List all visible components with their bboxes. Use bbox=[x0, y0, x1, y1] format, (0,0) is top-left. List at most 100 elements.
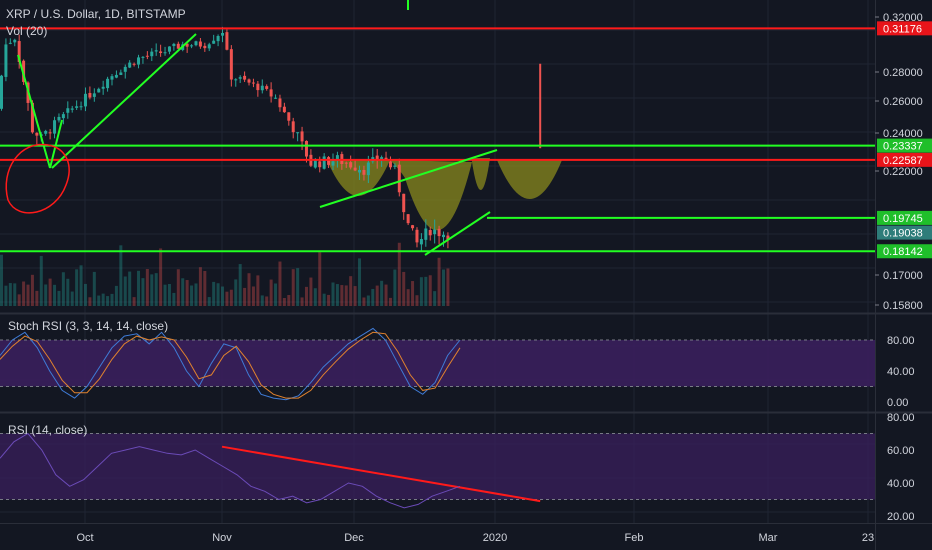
candle-body[interactable] bbox=[44, 130, 48, 134]
candle-body[interactable] bbox=[247, 79, 251, 83]
candle-body[interactable] bbox=[335, 155, 339, 161]
candle-body[interactable] bbox=[287, 112, 291, 121]
candle-body[interactable] bbox=[207, 44, 211, 49]
candle-body[interactable] bbox=[366, 162, 370, 176]
candle-body[interactable] bbox=[57, 116, 61, 121]
candle-body[interactable] bbox=[300, 131, 304, 142]
candle-body[interactable] bbox=[393, 165, 397, 167]
candle-body[interactable] bbox=[446, 235, 450, 240]
candle-body[interactable] bbox=[198, 41, 202, 47]
price-label-box[interactable] bbox=[877, 152, 932, 167]
candle-body[interactable] bbox=[13, 39, 17, 43]
candle-body[interactable] bbox=[243, 75, 247, 80]
candle-body[interactable] bbox=[265, 86, 269, 89]
candle-body[interactable] bbox=[141, 56, 145, 58]
price-label-box[interactable] bbox=[877, 225, 932, 240]
trend-line[interactable] bbox=[17, 54, 51, 169]
price-axis[interactable]: 0.31176 0.23337 0.22587 0.19745 0.19038 0.181… bbox=[875, 12, 932, 523]
candle-body[interactable] bbox=[411, 225, 415, 229]
trend-line[interactable] bbox=[319, 149, 498, 208]
candle-body[interactable] bbox=[384, 157, 388, 160]
candle-body[interactable] bbox=[132, 63, 136, 65]
candle-body[interactable] bbox=[428, 230, 432, 236]
circle-annotation[interactable] bbox=[5, 143, 70, 214]
candle-body[interactable] bbox=[238, 77, 242, 79]
candle-body[interactable] bbox=[137, 57, 141, 65]
candle-body[interactable] bbox=[225, 32, 229, 50]
candle-body[interactable] bbox=[185, 43, 189, 47]
candle-body[interactable] bbox=[251, 82, 255, 84]
candle-body[interactable] bbox=[79, 106, 83, 108]
candle-body[interactable] bbox=[358, 169, 362, 173]
candle-body[interactable] bbox=[322, 156, 326, 169]
candle-body[interactable] bbox=[344, 162, 348, 164]
candle-body[interactable] bbox=[278, 98, 282, 108]
candle-body[interactable] bbox=[433, 229, 437, 235]
candle-body[interactable] bbox=[83, 93, 87, 107]
drawn-lines[interactable] bbox=[0, 0, 875, 503]
candle-body[interactable] bbox=[114, 74, 118, 78]
candle-body[interactable] bbox=[106, 78, 110, 89]
candle-body[interactable] bbox=[406, 214, 410, 224]
candle-body[interactable] bbox=[216, 36, 220, 42]
candle-body[interactable] bbox=[159, 51, 163, 54]
candle-body[interactable] bbox=[402, 193, 406, 213]
candle-body[interactable] bbox=[150, 51, 154, 57]
candle-body[interactable] bbox=[304, 140, 308, 157]
candle-body[interactable] bbox=[163, 52, 167, 54]
candle-body[interactable] bbox=[4, 44, 8, 77]
rsi-trendline[interactable] bbox=[221, 445, 541, 503]
candle-body[interactable] bbox=[437, 228, 441, 237]
candle-body[interactable] bbox=[190, 45, 194, 47]
candle-body[interactable] bbox=[296, 132, 300, 134]
price-label-box[interactable] bbox=[877, 21, 932, 36]
price-label-box[interactable] bbox=[877, 210, 932, 225]
price-label-box[interactable] bbox=[877, 138, 932, 153]
candle-body[interactable] bbox=[221, 32, 224, 36]
candle-body[interactable] bbox=[313, 160, 317, 168]
forecast-spike-candle[interactable] bbox=[539, 63, 542, 149]
trend-line[interactable] bbox=[49, 119, 63, 169]
candle-body[interactable] bbox=[362, 169, 366, 175]
candle-body[interactable] bbox=[380, 157, 384, 160]
candle-body[interactable] bbox=[327, 157, 331, 165]
candle-body[interactable] bbox=[53, 120, 57, 134]
candle-body[interactable] bbox=[92, 93, 96, 97]
candle-body[interactable] bbox=[128, 62, 132, 68]
candle-body[interactable] bbox=[66, 108, 70, 113]
candle-body[interactable] bbox=[353, 167, 357, 171]
candle-body[interactable] bbox=[48, 132, 52, 134]
candle-body[interactable] bbox=[397, 164, 401, 193]
candle-body[interactable] bbox=[154, 50, 158, 52]
candle-body[interactable] bbox=[30, 102, 34, 133]
candle-body[interactable] bbox=[388, 161, 392, 168]
candle-body[interactable] bbox=[424, 228, 428, 240]
candle-body[interactable] bbox=[260, 85, 264, 91]
candle-body[interactable] bbox=[282, 106, 286, 113]
time-axis[interactable]: Oct Nov Dec 2020 Feb Mar 23 bbox=[76, 532, 874, 544]
candle-body[interactable] bbox=[101, 86, 105, 89]
candle-body[interactable] bbox=[8, 42, 12, 44]
candle-body[interactable] bbox=[415, 229, 419, 243]
candle-body[interactable] bbox=[229, 49, 233, 80]
candle-body[interactable] bbox=[212, 40, 216, 44]
candle-body[interactable] bbox=[194, 41, 198, 46]
candle-body[interactable] bbox=[110, 76, 114, 80]
candle-body[interactable] bbox=[0, 75, 3, 109]
candle-body[interactable] bbox=[269, 89, 273, 97]
candle-body[interactable] bbox=[75, 106, 79, 108]
candle-body[interactable] bbox=[256, 83, 260, 91]
candle-body[interactable] bbox=[331, 161, 335, 166]
candle-body[interactable] bbox=[176, 43, 180, 49]
trend-line[interactable] bbox=[51, 33, 197, 169]
candle-body[interactable] bbox=[61, 114, 65, 119]
candle-body[interactable] bbox=[88, 92, 92, 98]
candle-body[interactable] bbox=[145, 55, 149, 57]
candle-body[interactable] bbox=[203, 45, 207, 49]
candle-body[interactable] bbox=[419, 239, 423, 245]
candle-body[interactable] bbox=[17, 41, 21, 62]
candle-body[interactable] bbox=[123, 66, 127, 72]
candle-body[interactable] bbox=[442, 234, 445, 238]
candle-body[interactable] bbox=[375, 155, 379, 161]
